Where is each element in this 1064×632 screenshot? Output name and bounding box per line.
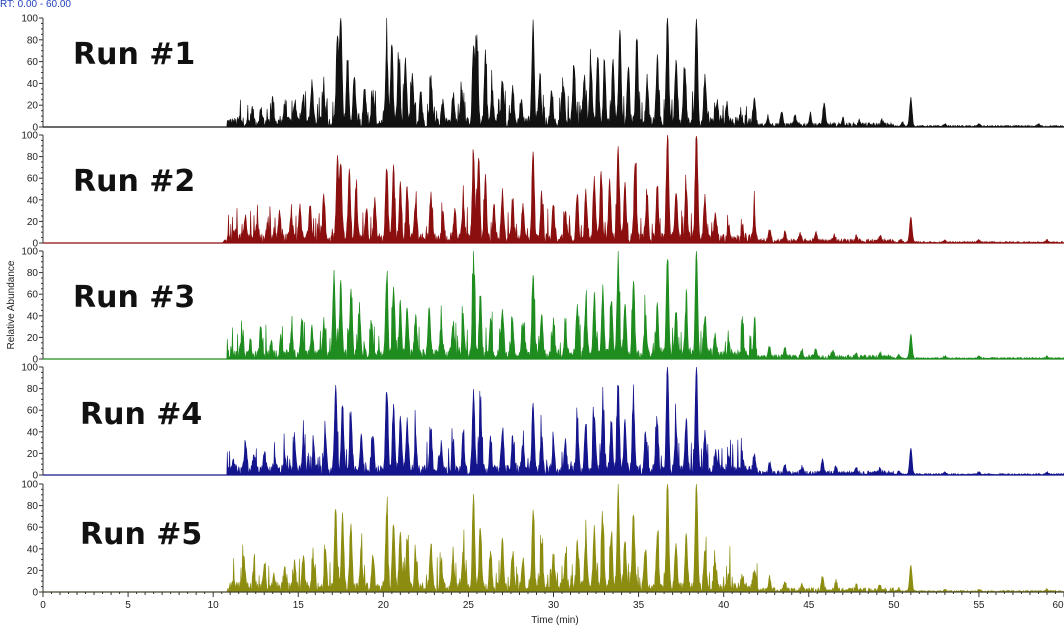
x-tick-label: 25 — [463, 600, 475, 611]
x-tick-label: 5 — [125, 600, 131, 611]
panel-run-5: 0 20 40 60 80 100 Run #5 — [21, 480, 1064, 599]
y-tick-label: 100 — [21, 247, 38, 258]
trace-run-1 — [43, 17, 1064, 128]
x-tick-label: 60 — [1052, 600, 1064, 611]
y-tick-label: 0 — [32, 239, 38, 250]
x-tick-label: 15 — [293, 600, 305, 611]
y-tick-label: 20 — [27, 217, 39, 228]
run-label-3: Run #3 — [73, 280, 195, 315]
trace-run-3 — [43, 250, 1064, 360]
y-tick-label: 60 — [27, 406, 39, 417]
y-tick-label: 20 — [27, 101, 39, 112]
y-tick-label: 40 — [27, 427, 39, 438]
y-tick-label: 20 — [27, 566, 39, 577]
x-tick-label: 20 — [378, 600, 390, 611]
y-tick-label: 40 — [27, 195, 39, 206]
trace-run-4 — [43, 366, 1064, 477]
x-tick-label: 50 — [888, 600, 900, 611]
y-tick-label: 40 — [27, 79, 39, 90]
x-axis: 0 5 10 15 20 25 30 35 40 45 50 55 60 — [40, 591, 1064, 611]
y-tick-label: 0 — [32, 355, 38, 366]
y-tick-label: 80 — [27, 268, 39, 279]
y-tick-label: 60 — [27, 57, 39, 68]
x-tick-label: 40 — [718, 600, 730, 611]
y-tick-label: 100 — [21, 480, 38, 491]
panel-run-3: 0 20 40 60 80 100 Run #3 — [21, 247, 1064, 366]
y-tick-label: 100 — [21, 14, 38, 25]
run-label-1: Run #1 — [73, 37, 195, 72]
panel-run-2: 0 20 40 60 80 100 Run #2 — [21, 131, 1064, 250]
x-tick-label: 30 — [548, 600, 560, 611]
y-tick-label: 80 — [27, 35, 39, 46]
y-tick-label: 100 — [21, 363, 38, 374]
y-tick-label: 0 — [32, 588, 38, 599]
x-tick-label: 0 — [40, 600, 46, 611]
y-tick-label: 60 — [27, 290, 39, 301]
run-label-2: Run #2 — [73, 164, 195, 199]
y-tick-label: 0 — [32, 471, 38, 482]
y-tick-label: 60 — [27, 523, 39, 534]
panel-run-4: 0 20 40 60 80 100 Run #4 — [21, 363, 1064, 482]
y-tick-label: 100 — [21, 131, 38, 142]
x-tick-label: 35 — [633, 600, 645, 611]
y-axis-title: Relative Abundance — [6, 260, 17, 349]
panel-run-1: 0 20 40 60 80 100 Run #1 — [21, 14, 1064, 134]
rt-range-label: RT: 0.00 - 60.00 — [0, 0, 71, 10]
x-axis-title: Time (min) — [531, 615, 578, 626]
x-tick-label: 10 — [208, 600, 220, 611]
y-tick-label: 20 — [27, 333, 39, 344]
y-tick-label: 80 — [27, 501, 39, 512]
y-tick-label: 80 — [27, 384, 39, 395]
panels-group: 0 20 40 60 80 100 Run #1 0 20 40 60 80 100 Run #2 0 20 4… — [21, 14, 1064, 599]
y-tick-label: 20 — [27, 449, 39, 460]
trace-run-2 — [43, 134, 1064, 244]
run-label-5: Run #5 — [80, 517, 202, 552]
y-tick-label: 0 — [32, 123, 38, 134]
run-label-4: Run #4 — [80, 397, 202, 432]
x-tick-label: 45 — [803, 600, 815, 611]
y-tick-label: 60 — [27, 174, 39, 185]
x-tick-label: 55 — [973, 600, 985, 611]
y-tick-label: 40 — [27, 311, 39, 322]
y-tick-label: 80 — [27, 152, 39, 163]
y-tick-label: 40 — [27, 544, 39, 555]
